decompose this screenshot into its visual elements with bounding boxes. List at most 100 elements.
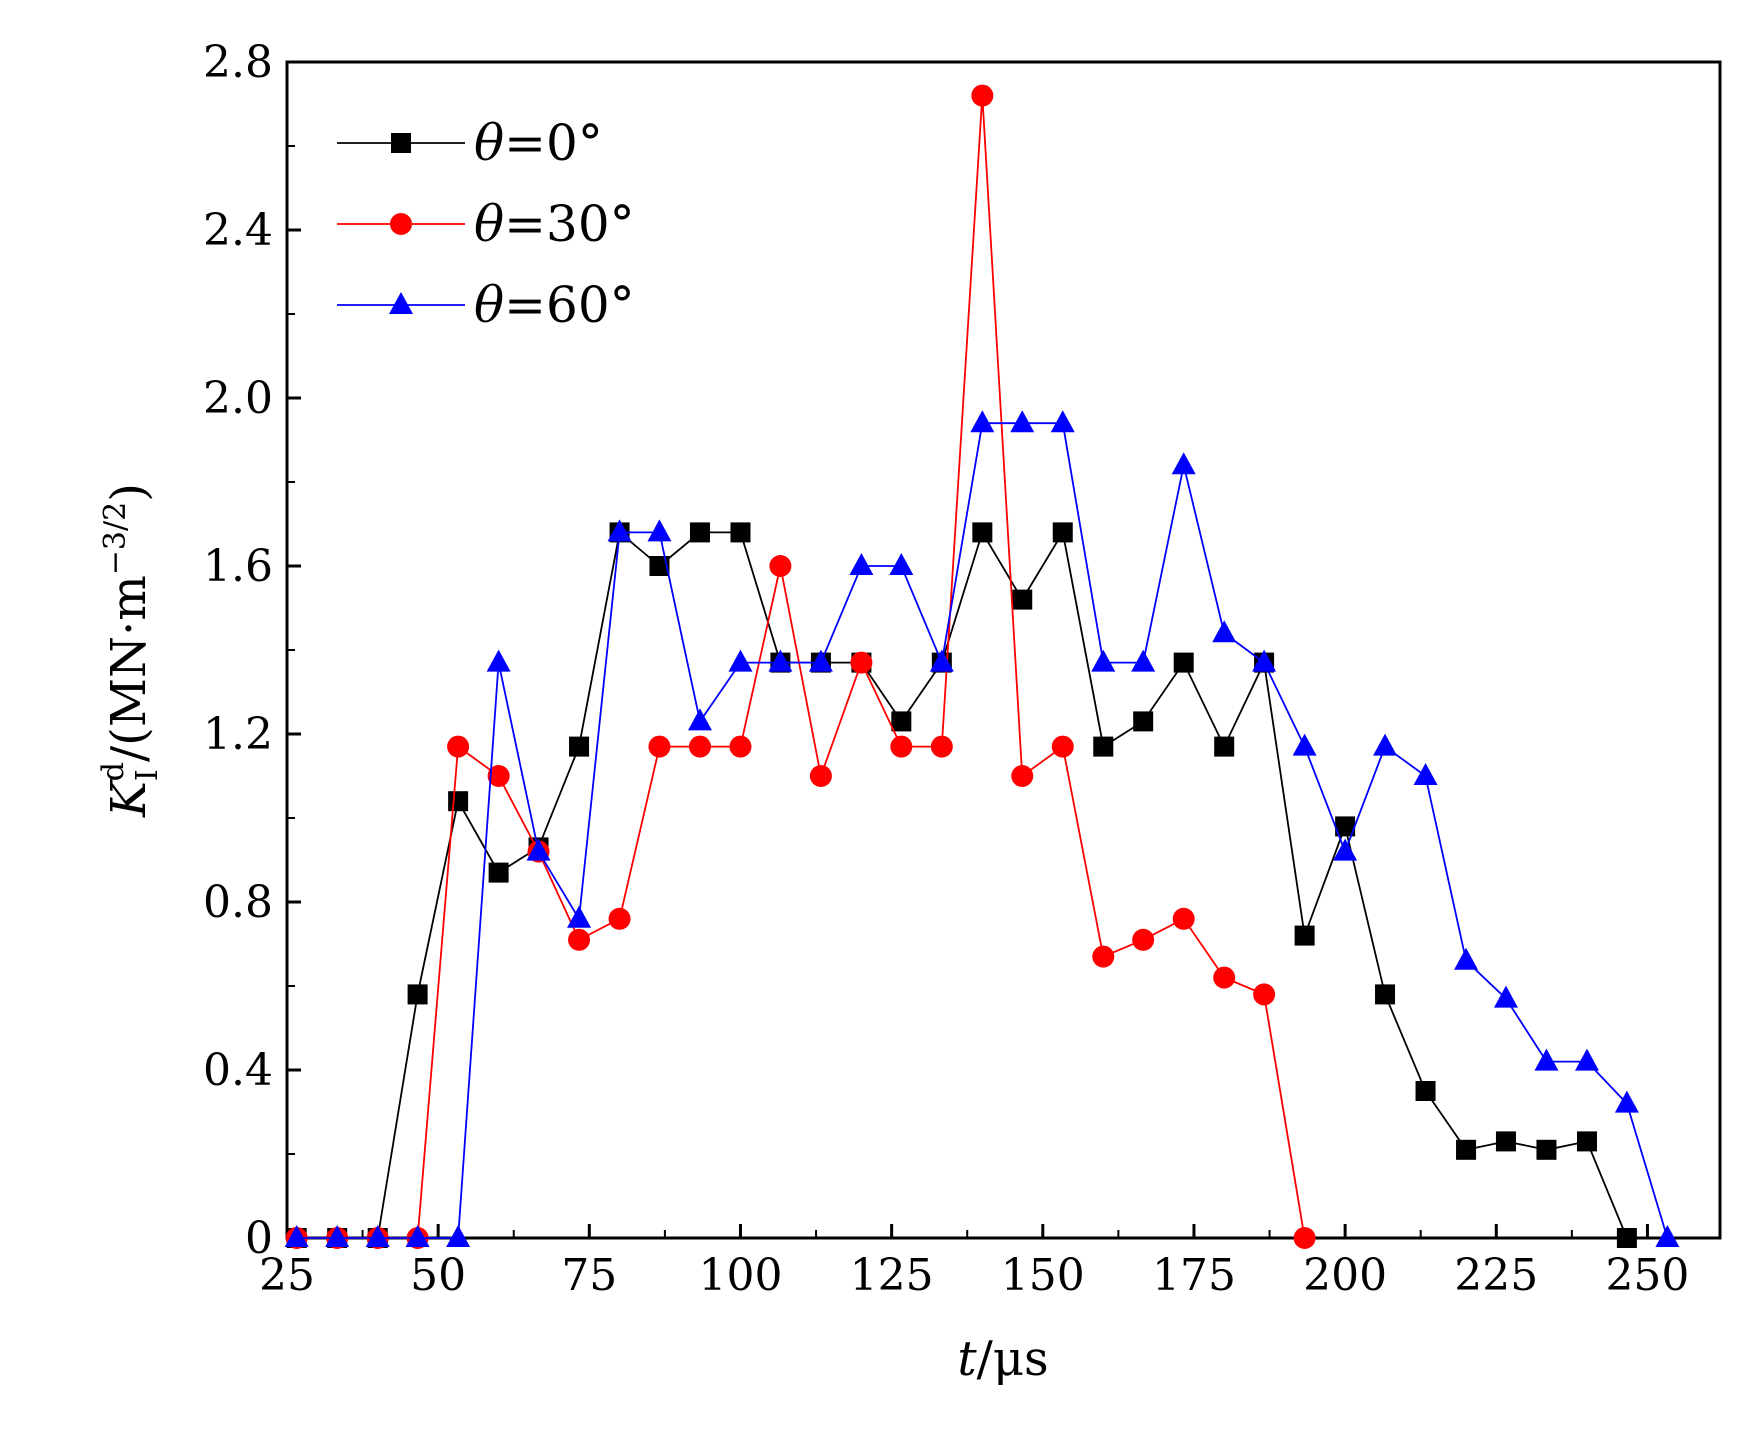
data-point [1292, 733, 1317, 756]
y-tick-label: 0.4 [203, 1045, 273, 1096]
data-point [1495, 1131, 1516, 1152]
data-point [648, 735, 671, 758]
data-point [688, 735, 711, 758]
data-point [447, 735, 470, 758]
x-tick-label: 50 [410, 1250, 466, 1301]
data-point [649, 556, 670, 576]
data-point [1173, 652, 1194, 673]
y-tick-label: 0.8 [203, 877, 273, 928]
data-point [1415, 1081, 1436, 1101]
data-point [365, 1225, 390, 1247]
data-point [1092, 945, 1115, 968]
data-point [607, 519, 632, 542]
series-2 [285, 84, 1316, 1249]
legend: θ=0° θ=30° θ=60° [337, 114, 635, 334]
data-point [1456, 1139, 1477, 1160]
data-point [1010, 410, 1035, 433]
data-point [929, 649, 954, 672]
data-point [608, 907, 631, 930]
y-tick-label: 2.8 [203, 37, 273, 88]
y-tick-label: 0 [245, 1213, 273, 1264]
data-point [1534, 1048, 1559, 1071]
data-point [1373, 733, 1398, 756]
series-1 [286, 522, 1637, 1248]
y-tick-label: 1.2 [203, 709, 273, 760]
legend-marker [390, 213, 412, 235]
data-point [1333, 838, 1358, 861]
data-point [569, 736, 590, 757]
data-point [1212, 620, 1237, 643]
data-point [1131, 649, 1156, 672]
data-point [1574, 1048, 1599, 1071]
data-point [1133, 711, 1154, 732]
data-point [567, 905, 592, 928]
data-point [1051, 735, 1074, 758]
data-point [568, 928, 591, 951]
data-point [689, 522, 710, 543]
y-tick-label: 2.0 [203, 373, 273, 424]
series-line [296, 529, 1628, 1239]
data-point [405, 1225, 430, 1247]
data-point [1375, 984, 1396, 1005]
data-point [1294, 925, 1315, 946]
y-axis-title: KId/(MN·m−3/2) [96, 483, 165, 818]
data-point [526, 838, 551, 861]
legend-item: θ=0° [337, 114, 603, 172]
x-tick-label: 125 [850, 1250, 934, 1301]
x-tick-label: 100 [698, 1250, 782, 1301]
data-point [325, 1225, 350, 1247]
data-point [808, 649, 833, 672]
data-point [1293, 1227, 1316, 1249]
data-point [729, 735, 752, 758]
data-point [1536, 1139, 1557, 1160]
x-tick-label: 225 [1454, 1250, 1538, 1301]
data-point [1171, 452, 1196, 475]
data-point [284, 1225, 309, 1247]
x-tick-label: 25 [259, 1250, 315, 1301]
x-axis-title: t/μs [957, 1331, 1048, 1387]
data-point [809, 765, 832, 787]
data-point [1050, 410, 1075, 433]
legend-item: θ=30° [337, 195, 635, 253]
data-point [1655, 1225, 1680, 1247]
data-point [448, 791, 469, 812]
data-point [1335, 816, 1356, 837]
plot-area [285, 60, 1722, 1240]
x-tick-label: 150 [1001, 1250, 1085, 1301]
data-point [488, 862, 509, 883]
data-point [971, 84, 994, 107]
data-point [407, 984, 428, 1005]
data-point [850, 651, 873, 674]
data-point [647, 519, 672, 542]
data-point [487, 765, 510, 787]
data-point [1614, 1090, 1639, 1113]
data-point [728, 649, 753, 672]
data-point [1616, 1228, 1637, 1248]
data-point [970, 410, 995, 433]
data-point [446, 1225, 471, 1247]
data-point [1093, 736, 1114, 757]
x-tick-label: 250 [1605, 1250, 1689, 1301]
data-point [849, 553, 874, 575]
x-tick-label: 175 [1152, 1250, 1236, 1301]
data-point [1172, 907, 1195, 930]
data-point [890, 735, 913, 758]
data-point [889, 553, 914, 575]
data-point [1214, 736, 1235, 757]
data-point [1052, 522, 1073, 543]
x-axis: 25 50 75 100 125 150 175 200 225 250 [259, 1224, 1689, 1301]
legend-item: θ=60° [337, 276, 635, 334]
data-point [1012, 589, 1033, 610]
y-tick-label: 1.6 [203, 541, 273, 592]
data-point [1493, 985, 1518, 1008]
x-tick-label: 75 [561, 1250, 617, 1301]
data-point [1252, 649, 1277, 672]
legend-label: θ=60° [474, 276, 635, 334]
data-point [1132, 928, 1155, 951]
data-point [1253, 983, 1276, 1006]
data-point [1011, 765, 1034, 787]
data-point [768, 649, 793, 672]
data-point [1454, 947, 1479, 970]
data-point [1576, 1131, 1597, 1152]
data-point [930, 735, 953, 758]
